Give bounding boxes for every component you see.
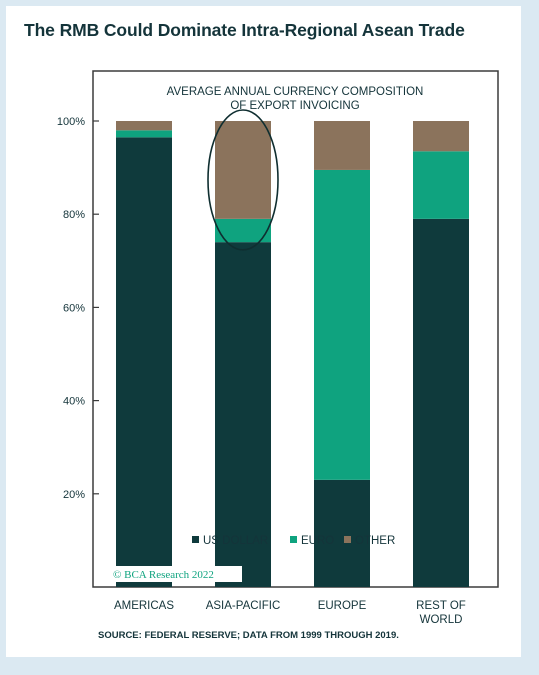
highlight-ellipse [207,109,279,251]
x-axis: AMERICAS ASIA-PACIFIC EUROPE REST OF WORLD [114,600,466,626]
legend-label: US DOLLAR [203,535,268,547]
x-tick-label: EUROPE [318,600,367,612]
x-tick-label: ASIA-PACIFIC [206,600,281,612]
bar-other [215,121,271,219]
bar-euro [116,130,172,138]
x-tick-label-line: WORLD [420,614,463,626]
bar-us-dollar [215,242,271,587]
bar-euro [215,218,271,243]
x-tick-label: AMERICAS [114,600,174,612]
bars [116,121,469,588]
x-tick-label-line: ASIA-PACIFIC [206,600,281,612]
legend-swatch [290,536,297,543]
chart-subtitle: OF EXPORT INVOICING [230,100,359,112]
watermark: © BCA Research 2022 [108,566,242,582]
source-note: SOURCE: FEDERAL RESERVE; DATA FROM 1999 … [98,630,399,641]
bar-us-dollar [314,479,370,587]
bar-other [413,121,469,152]
y-tick-label: 60% [63,302,85,314]
legend-swatch [344,536,351,543]
y-tick-label: 80% [63,209,85,221]
y-tick-label: 20% [63,489,85,501]
bar-other [116,121,172,131]
bar-us-dollar [413,218,469,588]
x-tick-label: REST OF WORLD [416,600,466,626]
y-tick-label: 100% [57,116,85,128]
chart-title: AVERAGE ANNUAL CURRENCY COMPOSITION [167,86,424,98]
legend: US DOLLAR EURO OTHER [192,535,395,547]
annotation-layer [207,109,279,251]
bar-other [314,121,370,170]
bar-us-dollar [116,137,172,587]
chart-headline: The RMB Could Dominate Intra-Regional As… [24,20,465,40]
bar-euro [314,169,370,480]
watermark-text: © BCA Research 2022 [113,569,214,581]
x-tick-label-line: EUROPE [318,600,367,612]
legend-label: EURO [301,535,334,547]
x-tick-label-line: REST OF [416,600,466,612]
legend-swatch [192,536,199,543]
x-tick-label-line: AMERICAS [114,600,174,612]
y-axis: 20% 40% 60% 80% 100% [57,116,99,501]
plot-frame [92,70,499,588]
bar-euro [413,151,469,219]
y-tick-label: 40% [63,396,85,408]
legend-label: OTHER [355,535,395,547]
